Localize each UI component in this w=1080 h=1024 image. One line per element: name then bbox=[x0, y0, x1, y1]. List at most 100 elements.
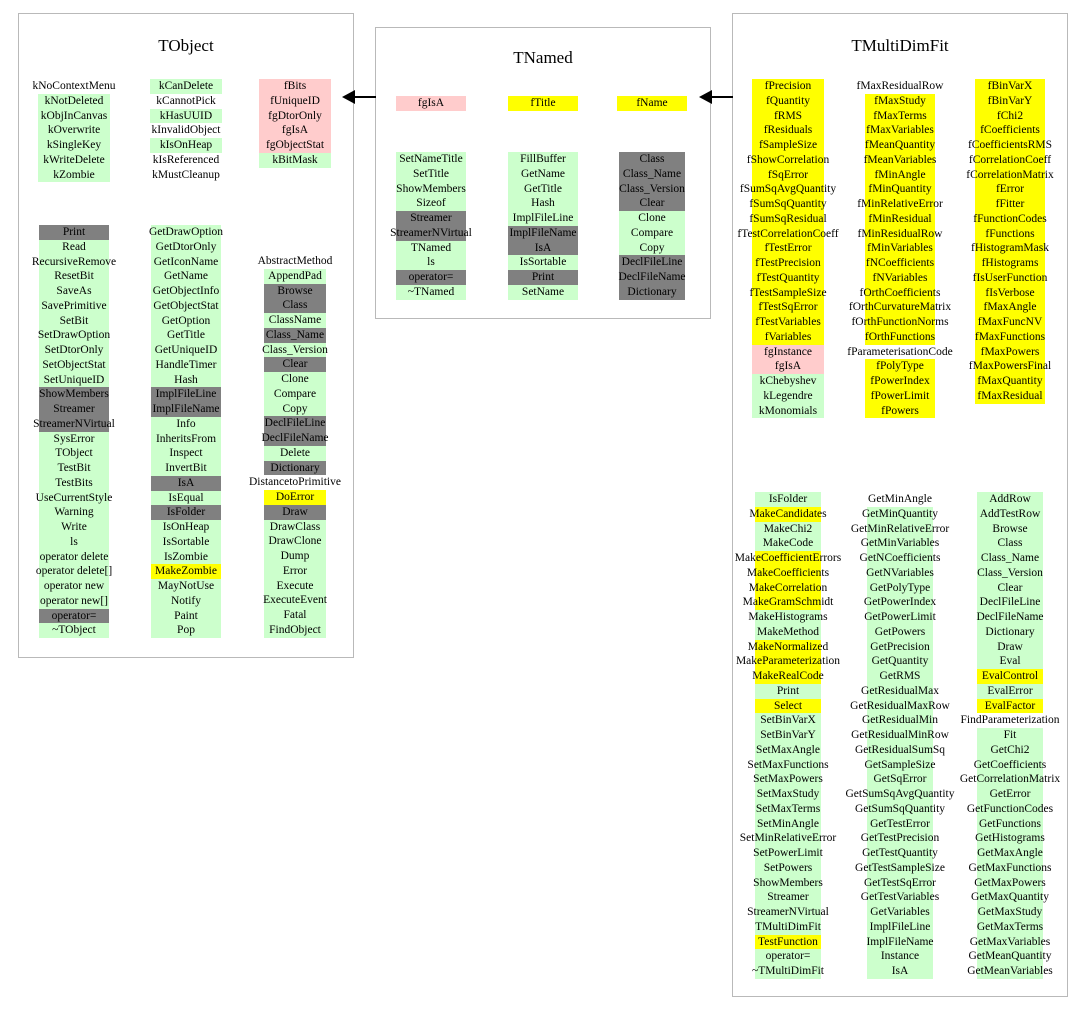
class-member-entry[interactable]: GetPowerLimit bbox=[844, 610, 956, 625]
class-member-entry[interactable]: fTestSampleSize bbox=[732, 285, 844, 301]
class-member-entry[interactable]: Instance bbox=[844, 949, 956, 964]
class-member-entry[interactable]: GetFunctionCodes bbox=[956, 801, 1064, 817]
class-member-entry[interactable]: fMaxPowers bbox=[956, 344, 1064, 360]
class-member-entry[interactable]: DeclFileName bbox=[242, 431, 348, 446]
class-member-entry[interactable]: Clear bbox=[599, 196, 705, 211]
class-member-entry[interactable]: MakeRealCode bbox=[732, 669, 844, 684]
class-member-entry[interactable]: fSumSqQuantity bbox=[732, 197, 844, 212]
class-member-entry[interactable]: Notify bbox=[130, 593, 242, 609]
class-member-entry[interactable]: fNCoefficients bbox=[844, 256, 956, 271]
class-member-entry[interactable]: fOrthFunctions bbox=[844, 329, 956, 345]
class-member-entry[interactable]: GetMaxVariables bbox=[956, 934, 1064, 950]
class-member-entry[interactable]: fMaxPowersFinal bbox=[956, 359, 1064, 374]
class-member-entry[interactable]: operator delete[] bbox=[18, 564, 130, 579]
class-member-entry[interactable]: ImplFileLine bbox=[130, 387, 242, 402]
class-member-entry[interactable]: kLegendre bbox=[732, 388, 844, 404]
class-member-entry[interactable]: MakeHistograms bbox=[732, 610, 844, 625]
class-member-entry[interactable]: fMaxFunctions bbox=[956, 329, 1064, 345]
class-member-entry[interactable]: IsA bbox=[130, 475, 242, 491]
class-member-entry[interactable]: Streamer bbox=[732, 890, 844, 905]
class-member-entry[interactable]: Dump bbox=[242, 549, 348, 564]
class-member-entry[interactable]: GetMeanVariables bbox=[956, 964, 1064, 979]
class-member-entry[interactable]: GetIconName bbox=[130, 254, 242, 270]
class-member-entry[interactable]: Sizeof bbox=[375, 196, 487, 211]
class-member-entry[interactable]: fSumSqResidual bbox=[732, 211, 844, 227]
class-member-entry[interactable]: fTestError bbox=[732, 241, 844, 256]
class-member-entry[interactable]: GetSumSqQuantity bbox=[844, 801, 956, 817]
class-member-entry[interactable]: ImplFileLine bbox=[487, 211, 599, 226]
class-member-entry[interactable]: TMultiDimFit bbox=[732, 919, 844, 935]
class-member-entry[interactable]: TestBit bbox=[18, 461, 130, 476]
class-member-entry[interactable]: SetMaxFunctions bbox=[732, 757, 844, 773]
class-member-entry[interactable]: kCanDelete bbox=[130, 79, 242, 94]
class-member-entry[interactable]: Read bbox=[18, 239, 130, 255]
class-member-entry[interactable]: Clear bbox=[956, 580, 1064, 596]
class-member-entry[interactable]: DrawClone bbox=[242, 534, 348, 549]
class-member-entry[interactable]: Class_Version bbox=[956, 565, 1064, 581]
class-member-entry[interactable]: GetMaxAngle bbox=[956, 846, 1064, 861]
class-member-entry[interactable]: fVariables bbox=[732, 329, 844, 345]
class-member-entry[interactable]: Print bbox=[732, 683, 844, 699]
class-member-entry[interactable]: GetMinAngle bbox=[844, 492, 956, 507]
class-member-entry[interactable]: GetName bbox=[487, 166, 599, 182]
class-member-entry[interactable]: SetMaxStudy bbox=[732, 787, 844, 802]
class-member-entry[interactable]: ~TObject bbox=[18, 623, 130, 638]
class-member-entry[interactable]: MakeCorrelation bbox=[732, 580, 844, 596]
class-member-entry[interactable]: GetError bbox=[956, 787, 1064, 802]
class-member-entry[interactable]: Draw bbox=[242, 504, 348, 520]
class-member-entry[interactable]: fShowCorrelation bbox=[732, 152, 844, 168]
class-member-entry[interactable]: Print bbox=[487, 270, 599, 285]
class-member-entry[interactable]: Dictionary bbox=[242, 460, 348, 476]
class-member-entry[interactable]: fMaxAngle bbox=[956, 300, 1064, 315]
class-member-entry[interactable]: GetCoefficients bbox=[956, 757, 1064, 773]
class-member-entry[interactable]: SetBit bbox=[18, 313, 130, 329]
class-member-entry[interactable]: SysError bbox=[18, 431, 130, 447]
class-member-entry[interactable]: ResetBit bbox=[18, 269, 130, 284]
class-member-entry[interactable]: StreamerNVirtual bbox=[732, 905, 844, 920]
class-member-entry[interactable]: fMinAngle bbox=[844, 167, 956, 183]
class-member-entry[interactable]: GetPolyType bbox=[844, 580, 956, 596]
class-member-entry[interactable]: kHasUUID bbox=[130, 108, 242, 124]
class-member-entry[interactable]: Class_Name bbox=[599, 166, 705, 182]
class-member-entry[interactable]: MakeGramSchmidt bbox=[732, 595, 844, 610]
class-member-entry[interactable]: Clear bbox=[242, 357, 348, 372]
class-member-entry[interactable]: GetPowerIndex bbox=[844, 595, 956, 610]
class-member-entry[interactable]: GetTestSqError bbox=[844, 875, 956, 891]
class-member-entry[interactable]: Fit bbox=[956, 728, 1064, 743]
class-member-entry[interactable]: fCorrelationCoeff bbox=[956, 152, 1064, 168]
class-member-entry[interactable]: SetMinAngle bbox=[732, 816, 844, 832]
class-member-entry[interactable]: FindObject bbox=[242, 622, 348, 638]
class-member-entry[interactable]: GetFunctions bbox=[956, 816, 1064, 832]
class-member-entry[interactable]: GetResidualMaxRow bbox=[844, 698, 956, 714]
class-member-entry[interactable]: fgIsA bbox=[732, 359, 844, 374]
class-member-entry[interactable]: fgObjectStat bbox=[242, 138, 348, 153]
class-member-entry[interactable]: Streamer bbox=[375, 211, 487, 226]
class-member-entry[interactable]: ls bbox=[375, 255, 487, 270]
class-member-entry[interactable]: kOverwrite bbox=[18, 123, 130, 138]
class-member-entry[interactable]: operator= bbox=[375, 270, 487, 285]
class-member-entry[interactable]: SetPowerLimit bbox=[732, 846, 844, 861]
class-member-entry[interactable]: DeclFileLine bbox=[956, 595, 1064, 610]
class-member-entry[interactable]: kZombie bbox=[18, 167, 130, 183]
class-member-entry[interactable]: GetDtorOnly bbox=[130, 239, 242, 255]
class-member-entry[interactable]: GetMinVariables bbox=[844, 536, 956, 551]
class-member-entry[interactable]: SetUniqueID bbox=[18, 372, 130, 388]
class-member-entry[interactable]: SavePrimitive bbox=[18, 298, 130, 314]
class-member-entry[interactable]: Class bbox=[242, 298, 348, 313]
class-member-entry[interactable]: Execute bbox=[242, 578, 348, 594]
class-member-entry[interactable]: TObject bbox=[18, 446, 130, 461]
class-member-entry[interactable]: GetMinQuantity bbox=[844, 506, 956, 522]
class-member-entry[interactable]: fFitter bbox=[956, 197, 1064, 212]
class-member-entry[interactable]: Error bbox=[242, 563, 348, 579]
class-member-entry[interactable]: ~TMultiDimFit bbox=[732, 964, 844, 979]
class-member-entry[interactable]: ImplFileName bbox=[844, 934, 956, 950]
class-member-entry[interactable]: fgInstance bbox=[732, 344, 844, 360]
class-member-entry[interactable]: IsSortable bbox=[487, 255, 599, 270]
class-member-entry[interactable]: fRMS bbox=[732, 108, 844, 124]
class-member-entry[interactable]: fQuantity bbox=[732, 93, 844, 109]
class-member-entry[interactable]: fError bbox=[956, 182, 1064, 197]
class-member-entry[interactable]: GetMaxQuantity bbox=[956, 890, 1064, 905]
class-member-entry[interactable]: ls bbox=[18, 534, 130, 550]
class-member-entry[interactable]: TNamed bbox=[375, 240, 487, 256]
class-member-entry[interactable]: SetTitle bbox=[375, 166, 487, 182]
